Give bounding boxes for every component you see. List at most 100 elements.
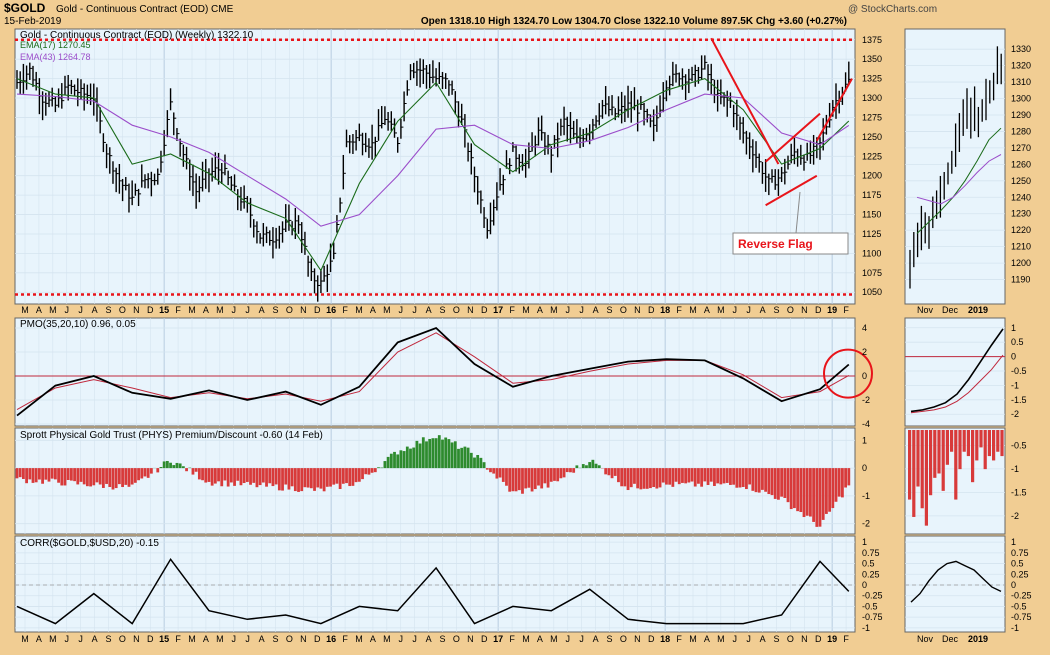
inset-x-label: 2019 [968,305,988,315]
premium-bar [128,468,131,487]
x-tick-label: J [232,305,237,315]
x-tick-label: M [383,634,391,644]
premium-bar [547,468,550,487]
inset-price-tick: 1190 [1011,275,1030,285]
premium-bar [489,468,492,472]
x-tick-label: J [733,634,738,644]
x-tick-label: J [412,634,417,644]
premium-bar [623,468,626,486]
x-tick-label: A [92,305,98,315]
x-tick-label: J [579,634,584,644]
premium-bar [272,468,275,486]
premium-bar [320,468,323,489]
header-symbol: $GOLD [4,1,46,15]
premium-bar [572,468,575,473]
premium-bar [227,468,230,486]
premium-bar [28,468,31,479]
premium-bar [368,468,371,474]
premium-bar [681,468,684,483]
premium-bar [729,468,732,485]
header-watermark: @ StockCharts.com [848,4,937,15]
premium-bar [751,468,754,491]
x-tick-label: M [49,634,57,644]
y-tick-label: 0 [862,463,867,473]
y-tick-label: 1100 [862,248,881,258]
y-tick-label: 1300 [862,93,882,103]
x-tick-label: A [259,305,265,315]
premium-bar [182,466,185,468]
x-tick-label: N [801,305,808,315]
premium-bar [265,468,268,487]
premium-bar [140,468,143,478]
premium-bar [739,468,742,487]
y-tick-label: 1175 [862,190,881,200]
premium-bar [531,468,534,491]
x-tick-label: O [787,634,794,644]
premium-bar [774,468,777,499]
premium-bar [220,468,223,486]
premium-bar [329,468,332,486]
x-tick-label: J [245,305,250,315]
x-tick-label: S [272,634,278,644]
x-tick-label: F [509,305,515,315]
premium-bar [553,468,556,481]
x-tick-label: N [801,634,808,644]
inset-x-label: Dec [942,634,959,644]
inset-premium-bar [958,430,961,469]
x-tick-label: A [92,634,98,644]
x-tick-label: J [746,634,751,644]
premium-bar [233,468,236,486]
x-tick-label: A [426,305,432,315]
premium-bar [393,452,396,468]
y-tick-label: 1200 [862,171,882,181]
x-tick-label: J [232,634,237,644]
premium-bar [515,468,518,491]
premium-bar [364,468,367,474]
premium-bar [598,465,601,468]
x-tick-label: S [272,305,278,315]
premium-bar [144,468,147,476]
premium-bar [172,465,175,468]
inset-premium-bar [908,430,911,500]
premium-bar [361,468,364,479]
premium-bar [831,468,834,508]
inset-pmo-tick: 0.5 [1011,337,1024,347]
x-tick-label: 18 [660,305,670,315]
x-tick-label: F [843,305,849,315]
y-tick-label: -0.75 [862,612,883,622]
y-tick-label: 1250 [862,132,882,142]
x-tick-label: M [383,305,391,315]
premium-bar [691,468,694,481]
premium-bar [438,435,441,468]
inset-premium-bar [996,430,999,452]
premium-bar [697,468,700,484]
premium-bar [604,468,607,474]
premium-bar [108,468,111,487]
premium-bar [479,458,482,468]
inset-premium-bar [988,430,991,456]
premium-bar [524,468,527,488]
x-tick-label: F [342,634,348,644]
x-tick-label: S [439,305,445,315]
premium-bar [473,458,476,469]
premium-bar [668,468,671,485]
x-tick-label: M [355,305,363,315]
premium-bar [537,468,540,485]
premium-bar [419,444,422,469]
inset-premium-bar [916,430,919,487]
premium-bar [556,468,559,481]
x-tick-label: J [399,305,404,315]
premium-bar [467,448,470,468]
premium-bar [588,462,591,468]
x-tick-label: M [550,305,558,315]
premium-bar [416,441,419,468]
premium-bar [655,468,658,488]
premium-bar [137,468,140,480]
pmo-panel-title: PMO(35,20,10) 0.96, 0.05 [20,319,136,330]
header-ohlc: Open 1318.10 High 1324.70 Low 1304.70 Cl… [421,16,847,27]
premium-bar [521,468,524,494]
premium-bar [243,468,246,483]
premium-bar [211,468,214,486]
premium-bar [44,468,47,480]
